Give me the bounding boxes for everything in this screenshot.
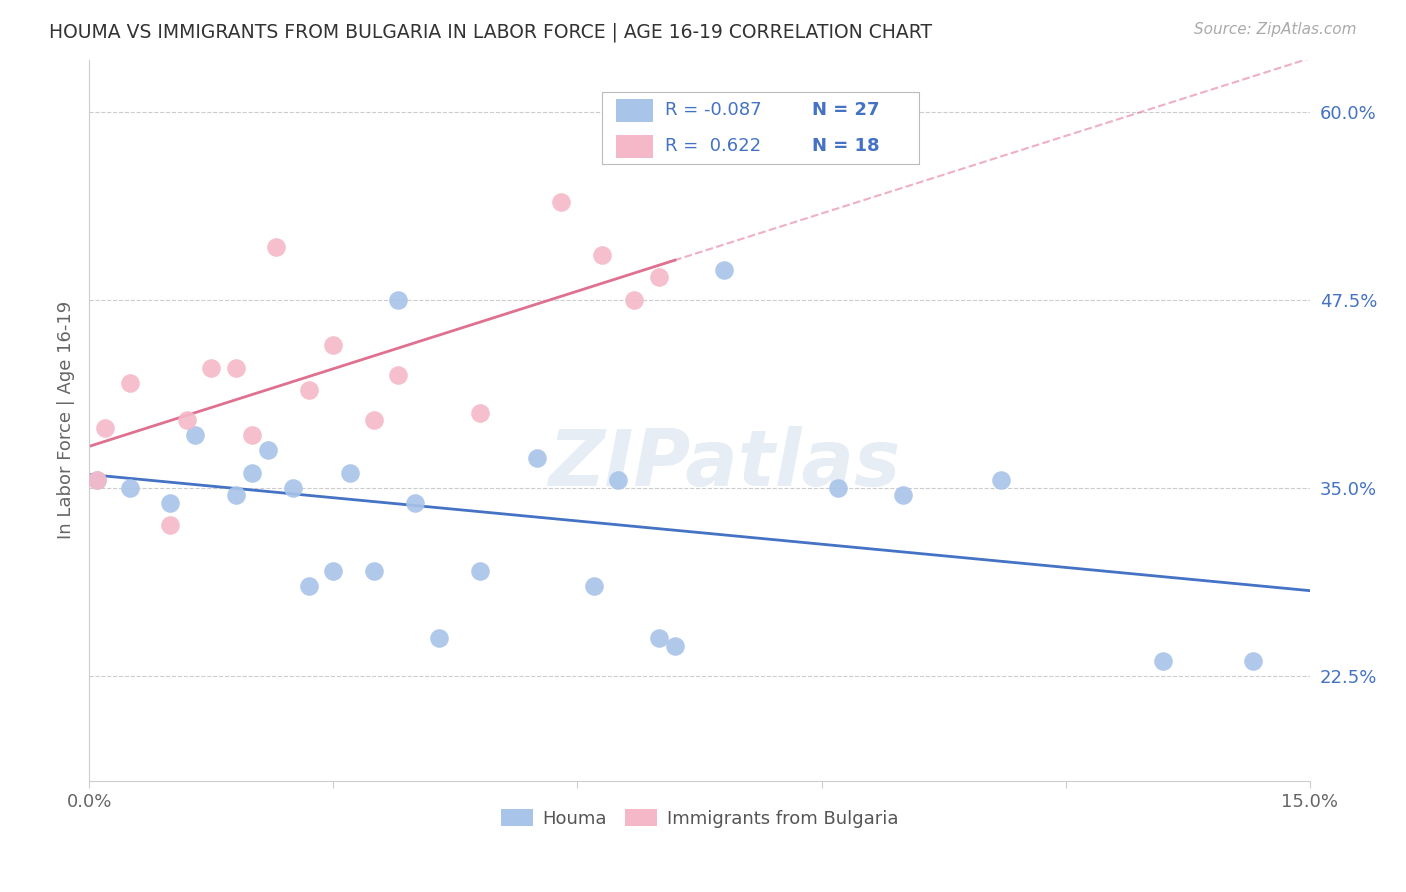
FancyBboxPatch shape xyxy=(616,135,652,158)
Text: N = 18: N = 18 xyxy=(811,137,879,155)
Point xyxy=(159,518,181,533)
Text: ZIPatlas: ZIPatlas xyxy=(548,425,900,501)
Point xyxy=(363,564,385,578)
FancyBboxPatch shape xyxy=(616,98,652,121)
Point xyxy=(298,578,321,592)
Point xyxy=(387,293,409,307)
Point xyxy=(118,481,141,495)
Y-axis label: In Labor Force | Age 16-19: In Labor Force | Age 16-19 xyxy=(58,301,75,540)
Point xyxy=(298,383,321,397)
Point xyxy=(468,564,491,578)
Point xyxy=(990,474,1012,488)
Point xyxy=(891,488,914,502)
Text: R =  0.622: R = 0.622 xyxy=(665,137,762,155)
FancyBboxPatch shape xyxy=(602,92,920,164)
Point xyxy=(827,481,849,495)
Legend: Houma, Immigrants from Bulgaria: Houma, Immigrants from Bulgaria xyxy=(494,802,905,835)
Point xyxy=(86,474,108,488)
Point xyxy=(387,368,409,383)
Point xyxy=(363,413,385,427)
Text: HOUMA VS IMMIGRANTS FROM BULGARIA IN LABOR FORCE | AGE 16-19 CORRELATION CHART: HOUMA VS IMMIGRANTS FROM BULGARIA IN LAB… xyxy=(49,22,932,42)
Point xyxy=(225,488,247,502)
Point xyxy=(664,639,686,653)
Point xyxy=(404,496,426,510)
Text: R = -0.087: R = -0.087 xyxy=(665,101,762,120)
Point xyxy=(648,270,671,285)
Point xyxy=(339,466,361,480)
Point xyxy=(526,450,548,465)
Point xyxy=(264,240,287,254)
Point xyxy=(713,263,735,277)
Point xyxy=(427,631,450,645)
Point xyxy=(468,406,491,420)
Text: N = 27: N = 27 xyxy=(811,101,879,120)
Point xyxy=(550,195,572,210)
Point xyxy=(1241,654,1264,668)
Point xyxy=(607,474,630,488)
Point xyxy=(240,428,263,442)
Point xyxy=(240,466,263,480)
Point xyxy=(118,376,141,390)
Text: Source: ZipAtlas.com: Source: ZipAtlas.com xyxy=(1194,22,1357,37)
Point xyxy=(225,360,247,375)
Point xyxy=(184,428,207,442)
Point xyxy=(648,631,671,645)
Point xyxy=(582,578,605,592)
Point xyxy=(322,338,344,352)
Point xyxy=(591,248,613,262)
Point xyxy=(1152,654,1174,668)
Point xyxy=(176,413,198,427)
Point xyxy=(200,360,222,375)
Point xyxy=(159,496,181,510)
Point xyxy=(257,443,280,458)
Point xyxy=(623,293,645,307)
Point xyxy=(86,474,108,488)
Point xyxy=(94,421,117,435)
Point xyxy=(281,481,304,495)
Point xyxy=(322,564,344,578)
